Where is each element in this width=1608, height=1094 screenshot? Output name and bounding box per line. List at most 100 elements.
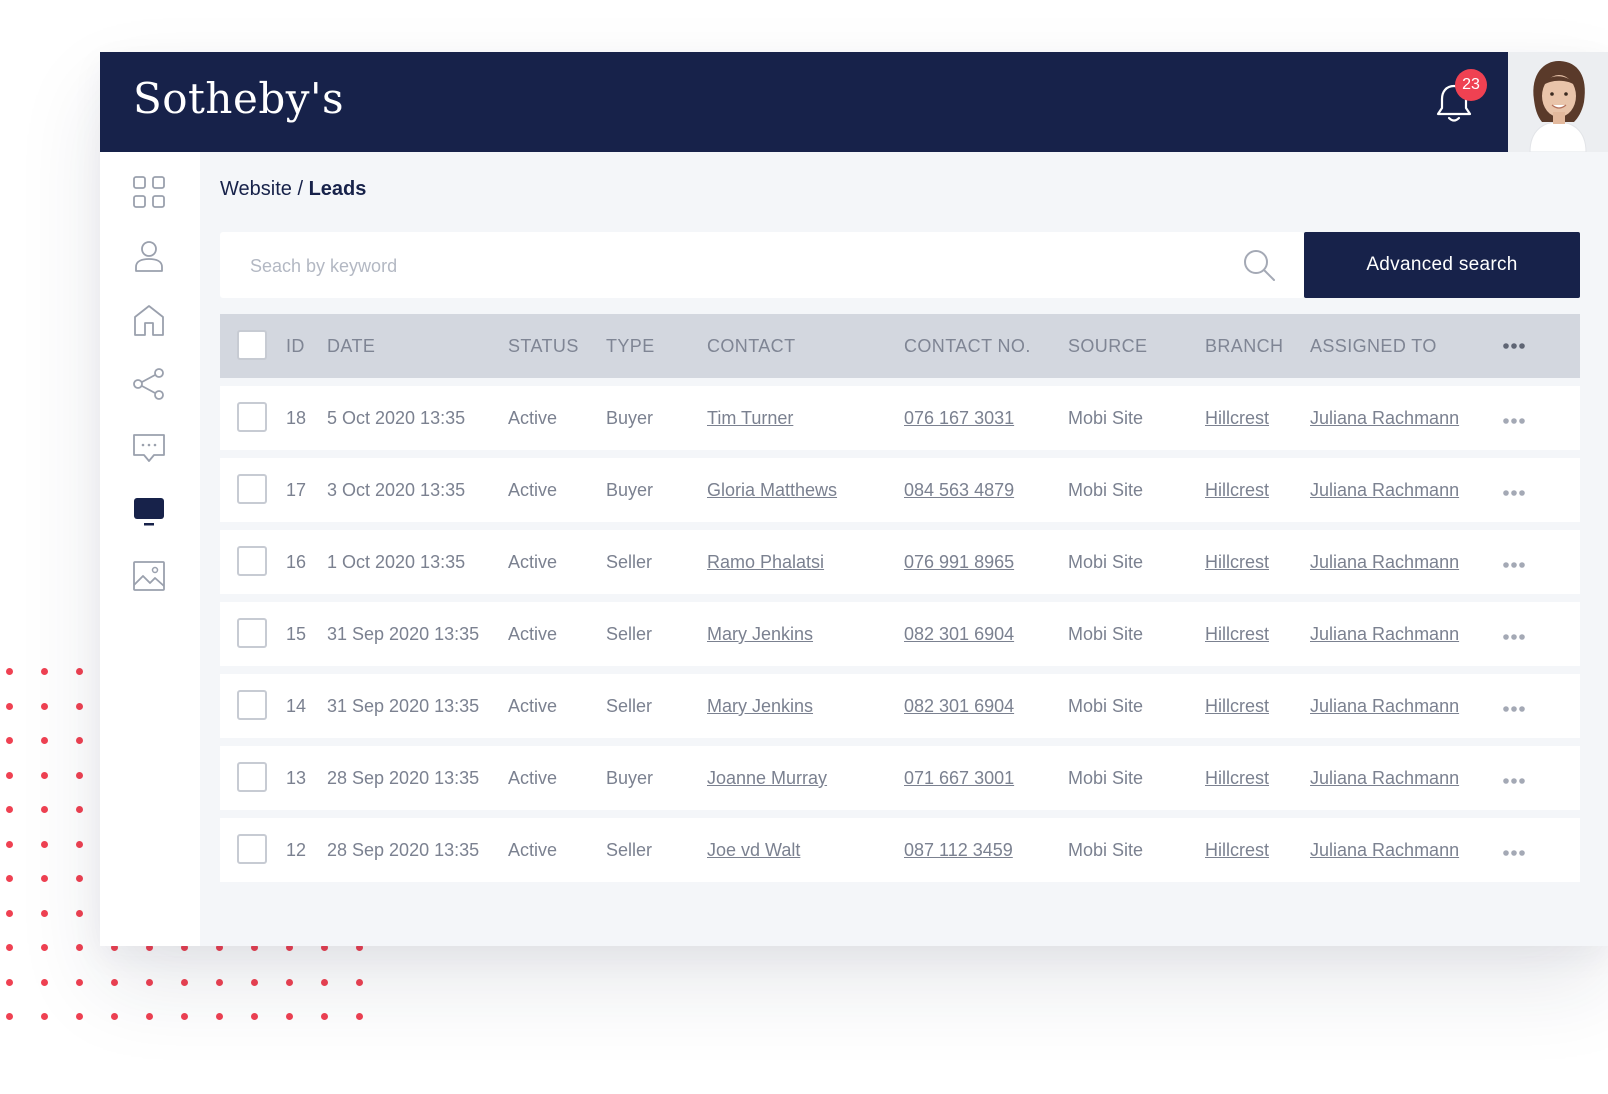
decorative-dot bbox=[76, 668, 83, 675]
row-checkbox[interactable] bbox=[237, 762, 267, 792]
chat-message-icon[interactable] bbox=[132, 431, 166, 465]
column-header-contact-no[interactable]: CONTACT NO. bbox=[904, 336, 1031, 356]
branch-link[interactable]: Hillcrest bbox=[1205, 768, 1270, 788]
contact-number-link[interactable]: 082 301 6904 bbox=[904, 624, 1015, 644]
row-checkbox[interactable] bbox=[237, 834, 267, 864]
decorative-dot bbox=[356, 944, 363, 951]
lead-id: 15 bbox=[286, 624, 307, 644]
top-bar: Sotheby's 23 bbox=[100, 52, 1608, 152]
decorative-dot bbox=[76, 909, 83, 917]
row-more-options-icon[interactable] bbox=[1502, 386, 1526, 450]
row-checkbox[interactable] bbox=[237, 690, 267, 720]
branch-link[interactable]: Hillcrest bbox=[1205, 408, 1270, 428]
contact-number-link[interactable]: 076 991 8965 bbox=[904, 552, 1015, 572]
breadcrumb-separator: / bbox=[297, 178, 304, 200]
contact-name-link[interactable]: Joe vd Walt bbox=[707, 840, 801, 860]
contact-name-link[interactable]: Ramo Phalatsi bbox=[707, 552, 825, 572]
lead-id: 16 bbox=[286, 552, 307, 572]
contact-number-link[interactable]: 084 563 4879 bbox=[904, 480, 1015, 500]
table-row[interactable]: 13 28 Sep 2020 13:35 Active Buyer Joanne Mur… bbox=[220, 746, 1580, 810]
column-header-contact[interactable]: CONTACT bbox=[707, 336, 796, 356]
contact-number-link[interactable]: 076 167 3031 bbox=[904, 408, 1015, 428]
contact-name-link[interactable]: Tim Turner bbox=[707, 408, 794, 428]
header-more-options-icon[interactable] bbox=[1502, 314, 1526, 378]
column-header-date[interactable]: DATE bbox=[327, 336, 376, 356]
contact-name-link[interactable]: Mary Jenkins bbox=[707, 624, 814, 644]
table-row[interactable]: 14 31 Sep 2020 13:35 Active Seller Mary Jenk… bbox=[220, 674, 1580, 738]
lead-status: Active bbox=[508, 840, 558, 860]
contact-name-link[interactable]: Joanne Murray bbox=[707, 768, 828, 788]
column-header-id[interactable]: ID bbox=[286, 336, 305, 356]
brand-logo[interactable]: Sotheby's bbox=[133, 74, 345, 123]
lead-id: 13 bbox=[286, 768, 307, 788]
lead-date: 28 Sep 2020 13:35 bbox=[327, 768, 480, 788]
column-header-assigned[interactable]: ASSIGNED TO bbox=[1310, 336, 1437, 356]
contact-name-link[interactable]: Gloria Matthews bbox=[707, 480, 838, 500]
decorative-dot bbox=[6, 875, 13, 882]
column-header-status[interactable]: STATUS bbox=[508, 336, 579, 356]
row-checkbox[interactable] bbox=[237, 546, 267, 576]
assigned-to-link[interactable]: Juliana Rachmann bbox=[1310, 768, 1460, 788]
branch-link[interactable]: Hillcrest bbox=[1205, 552, 1270, 572]
lead-id: 12 bbox=[286, 840, 307, 860]
home-icon[interactable] bbox=[132, 303, 166, 337]
decorative-dot bbox=[6, 737, 13, 744]
table-row[interactable]: 16 1 Oct 2020 13:35 Active Seller Ramo Phala… bbox=[220, 530, 1580, 594]
row-checkbox[interactable] bbox=[237, 474, 267, 504]
breadcrumb-parent[interactable]: Website bbox=[220, 178, 292, 200]
branch-link[interactable]: Hillcrest bbox=[1205, 480, 1270, 500]
select-all-checkbox[interactable] bbox=[237, 330, 267, 360]
contact-number-link[interactable]: 071 667 3001 bbox=[904, 768, 1015, 788]
decorative-dot bbox=[111, 1013, 118, 1020]
image-gallery-icon[interactable] bbox=[132, 559, 166, 593]
lead-source: Mobi Site bbox=[1068, 480, 1144, 500]
row-more-options-icon[interactable] bbox=[1502, 818, 1526, 882]
row-more-options-icon[interactable] bbox=[1502, 602, 1526, 666]
advanced-search-button[interactable]: Advanced search bbox=[1304, 232, 1580, 298]
column-header-source[interactable]: SOURCE bbox=[1068, 336, 1148, 356]
assigned-to-link[interactable]: Juliana Rachmann bbox=[1310, 480, 1460, 500]
decorative-dot bbox=[76, 806, 83, 813]
row-more-options-icon[interactable] bbox=[1502, 458, 1526, 522]
decorative-dot bbox=[41, 944, 48, 951]
monitor-website-icon[interactable] bbox=[132, 495, 166, 529]
row-more-options-icon[interactable] bbox=[1502, 674, 1526, 738]
row-checkbox[interactable] bbox=[237, 402, 267, 432]
dashboard-grid-icon[interactable] bbox=[132, 175, 166, 209]
contact-name-link[interactable]: Mary Jenkins bbox=[707, 696, 814, 716]
table-row[interactable]: 17 3 Oct 2020 13:35 Active Buyer Gloria Matt… bbox=[220, 458, 1580, 522]
branch-link[interactable]: Hillcrest bbox=[1205, 624, 1270, 644]
assigned-to-link[interactable]: Juliana Rachmann bbox=[1310, 624, 1460, 644]
column-header-type[interactable]: TYPE bbox=[606, 336, 655, 356]
keyword-search-input[interactable] bbox=[248, 232, 1212, 300]
lead-id: 14 bbox=[286, 696, 307, 716]
row-checkbox[interactable] bbox=[237, 618, 267, 648]
table-row[interactable]: 18 5 Oct 2020 13:35 Active Buyer Tim Turner 0… bbox=[220, 386, 1580, 450]
contact-number-link[interactable]: 087 112 3459 bbox=[904, 840, 1013, 860]
assigned-to-link[interactable]: Juliana Rachmann bbox=[1310, 840, 1460, 860]
decorative-dot bbox=[356, 978, 363, 986]
lead-date: 1 Oct 2020 13:35 bbox=[327, 552, 466, 572]
lead-date: 31 Sep 2020 13:35 bbox=[327, 696, 480, 716]
branch-link[interactable]: Hillcrest bbox=[1205, 840, 1270, 860]
assigned-to-link[interactable]: Juliana Rachmann bbox=[1310, 408, 1460, 428]
lead-source: Mobi Site bbox=[1068, 696, 1144, 716]
search-bar bbox=[220, 232, 1304, 300]
share-network-icon[interactable] bbox=[132, 367, 166, 401]
decorative-dot bbox=[251, 1013, 258, 1020]
table-row[interactable]: 15 31 Sep 2020 13:35 Active Seller Mary Jenk… bbox=[220, 602, 1580, 666]
assigned-to-link[interactable]: Juliana Rachmann bbox=[1310, 696, 1460, 716]
search-icon[interactable] bbox=[1242, 248, 1276, 282]
row-more-options-icon[interactable] bbox=[1502, 746, 1526, 810]
contact-number-link[interactable]: 082 301 6904 bbox=[904, 696, 1015, 716]
user-avatar[interactable] bbox=[1508, 52, 1608, 152]
branch-link[interactable]: Hillcrest bbox=[1205, 696, 1270, 716]
user-icon[interactable] bbox=[132, 239, 166, 273]
lead-type: Seller bbox=[606, 552, 653, 572]
lead-type: Seller bbox=[606, 624, 653, 644]
row-more-options-icon[interactable] bbox=[1502, 530, 1526, 594]
assigned-to-link[interactable]: Juliana Rachmann bbox=[1310, 552, 1460, 572]
table-header-row: ID DATE STATUS TYPE CONTACT CONTACT NO. SOURCE… bbox=[220, 314, 1580, 378]
table-row[interactable]: 12 28 Sep 2020 13:35 Active Seller Joe vd Wa… bbox=[220, 818, 1580, 882]
column-header-branch[interactable]: BRANCH bbox=[1205, 336, 1284, 356]
